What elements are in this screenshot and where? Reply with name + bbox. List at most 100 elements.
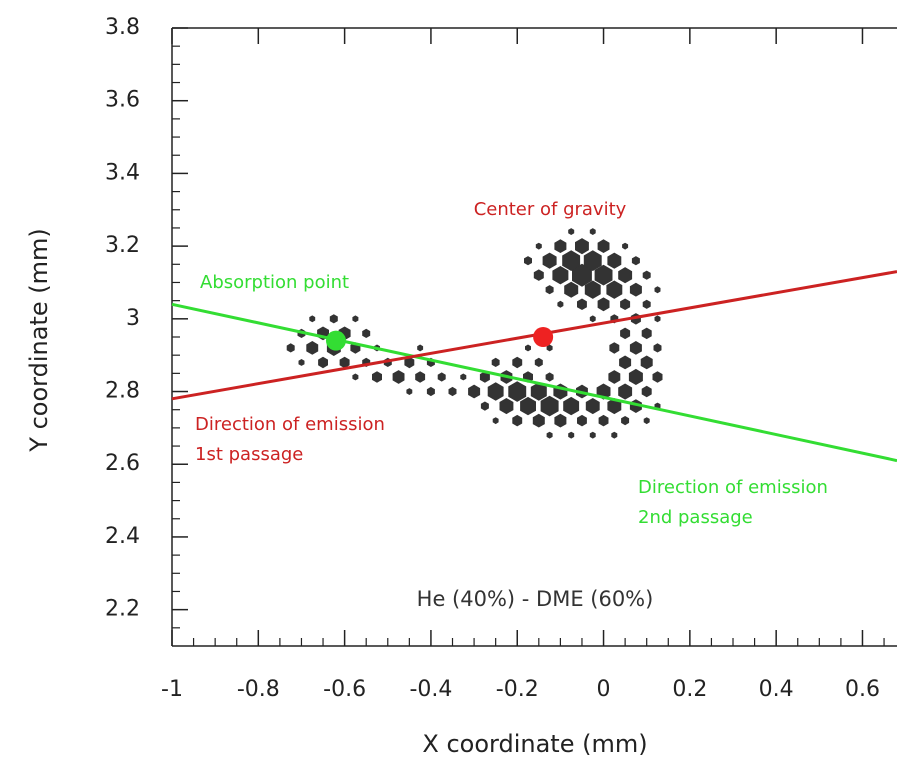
x-tick-label: 0	[597, 677, 611, 702]
x-axis-label: X coordinate (mm)	[422, 730, 647, 758]
point-marker	[326, 331, 346, 351]
x-tick-label: -0.2	[496, 677, 539, 702]
pixel-hit	[543, 253, 557, 269]
chart: 3.83.63.43.232.82.62.42.20.60.40.20-0.2-…	[0, 0, 897, 767]
y-tick-label: 2.6	[105, 451, 140, 476]
pixel-hit	[533, 414, 545, 428]
x-tick-label: -0.8	[237, 677, 280, 702]
pixel-hit	[564, 282, 578, 298]
pixel-hit	[541, 396, 559, 417]
pixel-hit	[306, 341, 318, 355]
point-marker	[533, 327, 553, 347]
pixel-hit	[586, 398, 600, 414]
pixel-hit	[330, 314, 338, 323]
pixel-hit	[524, 256, 532, 265]
pixel-hit	[525, 345, 531, 352]
pixel-hit	[618, 384, 632, 400]
pixel-hit	[393, 370, 405, 384]
pixel-hit	[611, 432, 617, 439]
pixel-hit	[372, 371, 382, 383]
pixel-hit	[653, 371, 663, 383]
annotation: 2nd passage	[638, 507, 753, 528]
pixel-hit	[488, 382, 504, 400]
x-tick-label: 0.6	[845, 677, 880, 702]
pixel-hit	[309, 315, 315, 322]
x-tick-label: 0.2	[672, 677, 707, 702]
pixel-hit	[654, 343, 662, 352]
pixel-hit	[608, 370, 620, 384]
pixel-hit	[554, 414, 566, 428]
pixel-hit	[481, 402, 489, 411]
pixel-hit	[287, 343, 295, 352]
pixel-hit	[563, 397, 579, 415]
pixel-hit	[438, 372, 446, 381]
pixel-hit	[618, 267, 632, 283]
pixel-hit	[362, 329, 370, 338]
pixel-hit	[492, 358, 500, 367]
pixel-hit	[622, 243, 628, 250]
pixel-hit	[460, 374, 466, 381]
pixel-hit	[568, 432, 574, 439]
pixel-hit	[500, 398, 514, 414]
emission-line	[172, 304, 897, 460]
pixel-hit	[318, 357, 328, 369]
pixel-hit	[630, 341, 642, 355]
pixel-hit	[417, 345, 423, 352]
annotation: He (40%) - DME (60%)	[417, 587, 654, 611]
pixel-hit	[655, 286, 661, 293]
pixel-hit	[643, 271, 651, 280]
pixel-hit	[607, 253, 621, 269]
pixel-hit	[546, 285, 554, 294]
pixel-hit	[512, 357, 522, 369]
pixel-hit	[535, 358, 543, 367]
y-tick-label: 3.2	[105, 233, 140, 258]
x-tick-label: -0.4	[409, 677, 452, 702]
pixel-hit	[629, 369, 643, 385]
pixel-hit	[621, 416, 629, 425]
pixel-hit	[554, 239, 566, 253]
y-tick-label: 2.8	[105, 379, 140, 404]
pixel-hit	[599, 415, 609, 427]
pixel-hit	[568, 228, 574, 235]
x-tick-label: -0.6	[323, 677, 366, 702]
pixel-hit	[630, 283, 642, 297]
pixel-hit	[536, 243, 542, 250]
pixel-hit	[575, 238, 589, 254]
annotation: Center of gravity	[474, 199, 627, 220]
pixel-hit	[632, 256, 640, 265]
pixel-hit	[546, 372, 554, 381]
pixel-hit	[598, 297, 610, 311]
pixel-hit	[606, 281, 622, 299]
pixel-hit	[427, 387, 435, 396]
y-tick-label: 3	[126, 306, 140, 331]
y-axis-label: Y coordinate (mm)	[25, 228, 53, 452]
pixel-hit	[590, 228, 596, 235]
pixel-hit	[620, 328, 630, 340]
y-tick-label: 2.4	[105, 524, 140, 549]
pixel-hit	[352, 374, 358, 381]
pixel-hit	[468, 385, 480, 399]
pixel-hit	[642, 328, 652, 340]
y-tick-label: 2.2	[105, 597, 140, 622]
pixel-hit	[415, 371, 425, 383]
annotation: Direction of emission	[195, 414, 385, 435]
pixel-hit	[534, 269, 544, 281]
pixel-hit	[590, 315, 596, 322]
pixel-hit	[406, 388, 412, 395]
annotation: Absorption point	[200, 272, 349, 293]
pixel-hit	[644, 417, 650, 424]
annotation: Direction of emission	[638, 477, 828, 498]
pixel-hit	[449, 387, 457, 396]
pixel-hit	[590, 432, 596, 439]
pixel-hit	[577, 415, 587, 427]
x-tick-label: -1	[161, 677, 183, 702]
pixel-hit	[547, 432, 553, 439]
pixel-hit	[493, 417, 499, 424]
pixel-hit	[352, 315, 358, 322]
pixel-hit	[520, 397, 536, 415]
y-tick-label: 3.6	[105, 88, 140, 113]
pixel-hit	[512, 415, 522, 427]
x-tick-label: 0.4	[759, 677, 794, 702]
pixel-hit	[552, 266, 568, 284]
pixel-hit	[598, 239, 610, 253]
